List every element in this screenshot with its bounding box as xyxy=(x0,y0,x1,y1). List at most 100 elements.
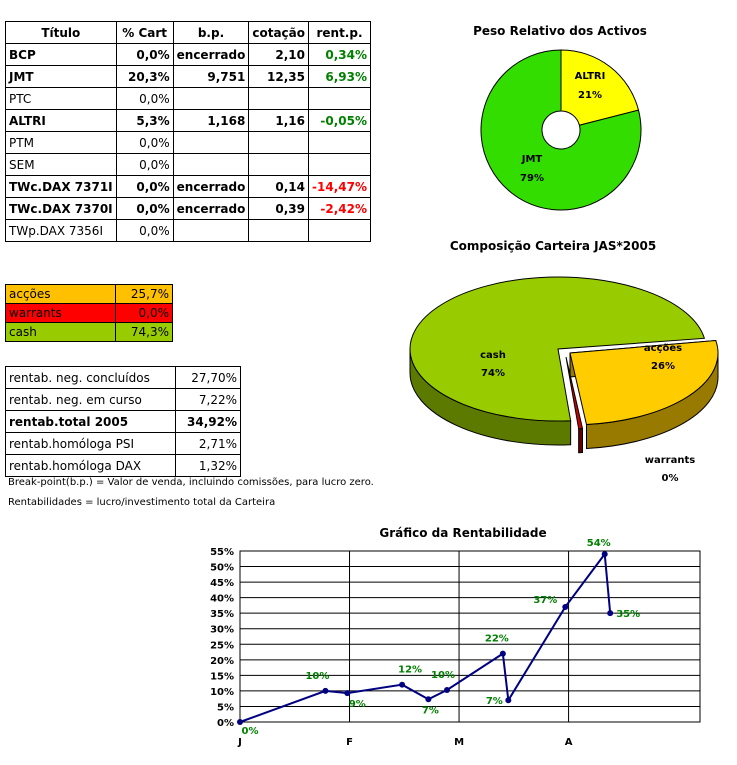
cell-titulo: BCP xyxy=(5,43,117,66)
data-label: 9% xyxy=(349,699,366,710)
cell-pct-cart: 5,3% xyxy=(115,109,174,132)
cell-bp: encerrado xyxy=(172,43,250,66)
data-point xyxy=(322,687,329,694)
col-header-pct-cart: % Cart xyxy=(115,21,174,44)
rentab-value: 1,32% xyxy=(175,454,241,477)
allocation-label: cash xyxy=(5,322,116,342)
rentab-label: rentab.homóloga DAX xyxy=(5,454,176,477)
rentab-value: 27,70% xyxy=(175,366,241,389)
pie2-value-warrants: 0% xyxy=(662,473,679,484)
col-header-cotacao: cotação xyxy=(248,21,309,44)
pie1-label-altri: ALTRI xyxy=(575,71,606,82)
data-label: 0% xyxy=(242,726,259,737)
cell-bp: encerrado xyxy=(172,175,250,198)
pie2-slice-cash xyxy=(409,276,706,422)
data-point xyxy=(344,690,351,697)
rentab-value: 7,22% xyxy=(175,388,241,411)
cell-rent: 0,34% xyxy=(308,43,371,66)
pie2-title: Composição Carteira JAS*2005 xyxy=(450,239,656,253)
rentab-value: 2,71% xyxy=(175,432,241,455)
y-tick-label: 25% xyxy=(210,640,234,651)
cell-cotacao xyxy=(248,219,309,242)
plot-area xyxy=(239,550,701,723)
allocation-value: 74,3% xyxy=(115,322,173,342)
data-point xyxy=(444,686,450,693)
titles-row: PTC 0,0% xyxy=(5,87,371,110)
y-tick-label: 35% xyxy=(210,609,234,620)
pie2-side-warrants xyxy=(578,428,583,454)
rentab-table: rentab. neg. concluídos 27,70% rentab. neg… xyxy=(5,366,241,477)
y-tick-label: 20% xyxy=(210,656,234,667)
cell-cotacao xyxy=(248,131,309,154)
data-point xyxy=(425,696,432,703)
data-label: 7% xyxy=(422,705,439,716)
data-point xyxy=(499,650,506,657)
cell-titulo: TWp.DAX 7356I xyxy=(5,219,117,242)
y-tick-label: 50% xyxy=(210,563,234,574)
cell-rent: -14,47% xyxy=(308,175,371,198)
y-tick-label: 0% xyxy=(217,718,234,729)
titles-row: SEM 0,0% xyxy=(5,153,371,176)
data-point xyxy=(505,697,512,704)
cell-pct-cart: 0,0% xyxy=(115,219,174,242)
pie2-slice-warrants xyxy=(565,356,584,430)
cell-pct-cart: 0,0% xyxy=(115,131,174,154)
titles-row: TWc.DAX 7370I 0,0% encerrado 0,39 -2,42% xyxy=(5,197,371,220)
allocation-label: warrants xyxy=(5,303,116,323)
cell-cotacao xyxy=(248,153,309,176)
data-point xyxy=(601,551,608,558)
pie1-slice-jmt xyxy=(480,49,642,211)
titles-row: PTM 0,0% xyxy=(5,131,371,154)
titles-row: TWc.DAX 7371I 0,0% encerrado 0,14 -14,47% xyxy=(5,175,371,198)
composicao-carteira-chart: Composição Carteira JAS*2005 acções 26% cas… xyxy=(409,239,719,484)
y-tick-label: 5% xyxy=(217,702,234,713)
rentab-label: rentab.homóloga PSI xyxy=(5,432,176,455)
allocation-value: 0,0% xyxy=(115,303,173,323)
bp-note: Break-point(b.p.) = Valor de venda, incl… xyxy=(8,477,374,488)
allocation-row: cash 74,3% xyxy=(5,322,173,342)
cell-bp xyxy=(172,219,250,242)
rentabilidade-chart: Gráfico da Rentabilidade 0% 5% 10% 15% 20% 25%… xyxy=(210,526,701,748)
y-tick-label: 55% xyxy=(210,547,234,558)
rentab-row: rentab. neg. em curso 7,22% xyxy=(5,388,241,411)
col-header-bp: b.p. xyxy=(172,21,250,44)
cell-titulo: TWc.DAX 7371I xyxy=(5,175,117,198)
y-tick-label: 45% xyxy=(210,578,234,589)
col-header-rent: rent.p. xyxy=(308,21,371,44)
cell-cotacao: 2,10 xyxy=(248,43,309,66)
cell-titulo: SEM xyxy=(5,153,117,176)
data-point xyxy=(399,681,406,688)
titles-row: BCP 0,0% encerrado 2,10 0,34% xyxy=(5,43,371,66)
data-label: 54% xyxy=(587,538,611,549)
cell-cotacao: 0,14 xyxy=(248,175,309,198)
data-label: 10% xyxy=(305,671,329,682)
cell-rent xyxy=(308,219,371,242)
data-label: 37% xyxy=(533,595,557,606)
cell-rent: 6,93% xyxy=(308,65,371,88)
rentabilidade-series-line xyxy=(239,551,612,723)
allocation-table: acções 25,7% warrants 0,0% cash 74,3% xyxy=(5,284,173,342)
data-label: 7% xyxy=(486,696,503,707)
allocation-value: 25,7% xyxy=(115,284,173,304)
pie1-label-jmt: JMT xyxy=(521,154,543,165)
titles-row: JMT 20,3% 9,751 12,35 6,93% xyxy=(5,65,371,88)
titles-row: TWp.DAX 7356I 0,0% xyxy=(5,219,371,242)
cell-titulo: PTM xyxy=(5,131,117,154)
peso-relativo-chart: Peso Relativo dos Activos ALTRI 21% JMT 79% xyxy=(473,24,647,211)
cell-cotacao xyxy=(248,87,309,110)
cell-titulo: ALTRI xyxy=(5,109,117,132)
rent-note: Rentabilidades = lucro/investimento tota… xyxy=(8,497,276,508)
data-point xyxy=(237,719,243,725)
data-label: 35% xyxy=(616,609,640,620)
cell-bp xyxy=(172,153,250,176)
pie1-title: Peso Relativo dos Activos xyxy=(473,24,647,38)
data-point xyxy=(607,610,614,617)
data-label: 22% xyxy=(485,634,509,645)
pie2-label-warrants: warrants xyxy=(645,455,695,466)
allocation-label: acções xyxy=(5,284,116,304)
y-tick-label: 30% xyxy=(210,625,234,636)
titles-table: Título % Cart b.p. cotação rent.p. BCP 0,… xyxy=(5,21,371,242)
y-tick-label: 15% xyxy=(210,671,234,682)
cell-rent xyxy=(308,153,371,176)
rentab-label: rentab. neg. concluídos xyxy=(5,366,176,389)
